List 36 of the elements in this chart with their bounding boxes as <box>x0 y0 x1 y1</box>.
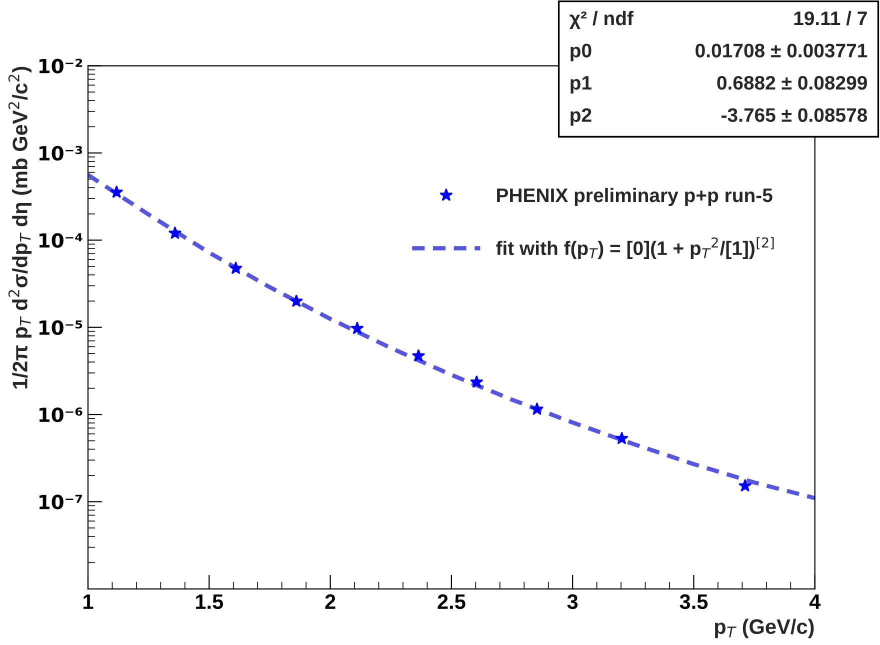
text: 0.01708 ± 0.003771 <box>696 44 868 58</box>
point <box>738 478 752 492</box>
x-tick-label: 3.5 <box>680 594 708 610</box>
y-tick-label: 10⁻⁶ <box>39 407 82 422</box>
text: 19.11 / 7 <box>794 10 867 26</box>
x-tick-label: 3 <box>567 594 578 610</box>
x-tick-label: 4 <box>809 594 821 609</box>
y-tick-label: 10⁻³ <box>39 146 82 161</box>
x-axis-title: p$_{T}$ (GeV/c) <box>715 618 814 638</box>
point <box>350 322 364 334</box>
annotation: -3.765 ± 0.08578 <box>722 108 868 122</box>
legend-label: fit with f(p$_{T}$) = [0](1 + p$_{T}$$^{2}$/[1])$^{[2]}$ <box>496 237 774 259</box>
annotation: 0.6882 ± 0.08299 <box>717 76 867 90</box>
point <box>412 348 426 362</box>
y-tick-label: 10⁻⁷ <box>39 494 82 510</box>
x-tick-label: 1.5 <box>196 594 224 610</box>
annotation: p1 <box>570 76 592 94</box>
x-tick-label: 2 <box>325 594 336 609</box>
point <box>110 185 124 198</box>
point <box>290 294 304 308</box>
line-series <box>88 172 815 500</box>
legend-label: PHENIX preliminary p+p run-5 <box>497 188 772 206</box>
text: 1/2π p$_{T}$ d$^{2}$σ/dp$_{T}$ dη (mb GeV$^{2}$/c$^{2}$) <box>8 66 32 388</box>
point <box>470 375 484 388</box>
point <box>615 432 628 444</box>
text: p0 <box>570 44 592 62</box>
x-tick-label: 2.5 <box>438 594 466 610</box>
y-tick-label: 10⁻⁴ <box>39 233 82 248</box>
annotation: p2 <box>570 108 592 126</box>
text: χ² / ndf <box>569 10 634 30</box>
y-tick-label: 10⁻⁵ <box>39 320 82 335</box>
point <box>229 261 242 274</box>
point <box>168 226 182 240</box>
x-tick-label: 1 <box>84 594 94 609</box>
y-tick-label: 10⁻² <box>39 58 82 74</box>
point <box>530 402 544 415</box>
